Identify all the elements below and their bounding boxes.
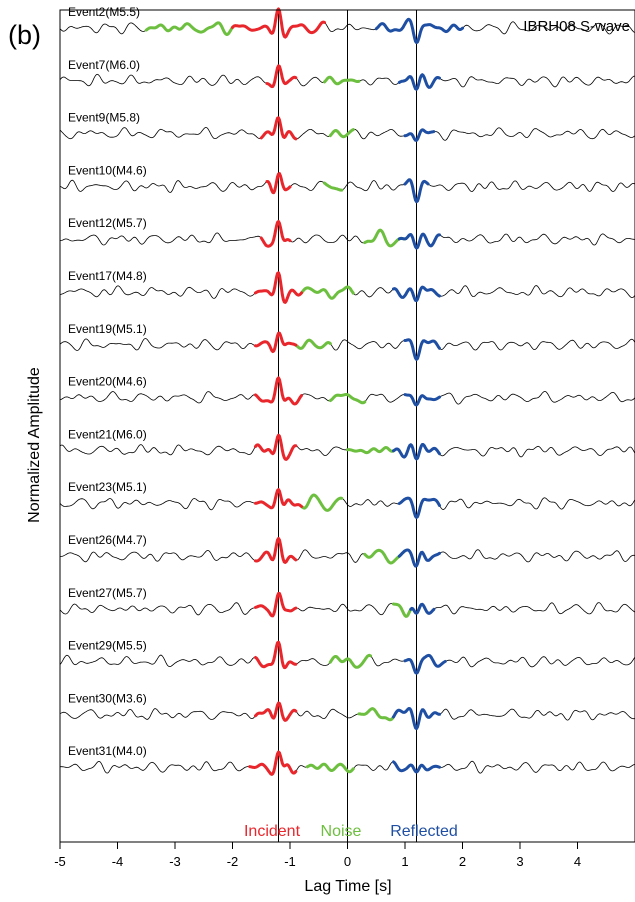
incident-segment [254, 536, 298, 564]
legend-incident: Incident [244, 823, 301, 840]
reflected-segment [397, 73, 441, 91]
x-axis-label: Lag Time [s] [304, 878, 391, 895]
chart-title: IBRH08 S-wave [523, 18, 630, 35]
event-label: Event31(M4.0) [68, 744, 147, 758]
event-label: Event2(M5.5) [68, 5, 140, 19]
event-label: Event30(M3.6) [68, 691, 147, 705]
incident-segment [254, 376, 303, 406]
noise-segment [328, 653, 372, 669]
incident-segment [254, 701, 298, 722]
event-label: Event27(M5.7) [68, 586, 147, 600]
noise-segment [323, 181, 344, 192]
event-label: Event9(M5.8) [68, 111, 140, 125]
incident-segment [254, 591, 298, 618]
reflected-segment [403, 338, 441, 361]
trace-line [59, 702, 635, 730]
trace-line [59, 489, 635, 519]
incident-segment [254, 433, 298, 461]
event-label: Event7(M6.0) [68, 58, 140, 72]
noise-segment [300, 493, 344, 512]
incident-segment [259, 220, 292, 248]
x-tick-label: 0 [344, 854, 351, 869]
x-tick-label: -1 [284, 854, 296, 869]
y-axis-label: Normalized Amplitude [26, 367, 43, 523]
event-label: Event23(M5.1) [68, 480, 147, 494]
legend: Incident Noise Reflected [244, 823, 458, 840]
reflected-segment [409, 602, 436, 615]
reflected-segment [403, 178, 430, 204]
event-label: Event20(M4.6) [68, 375, 147, 389]
reflected-segment [397, 548, 441, 568]
trace-line [59, 173, 635, 203]
reflected-segment [403, 653, 447, 675]
trace-line [59, 220, 635, 249]
trace-line [59, 592, 635, 617]
noise-segment [294, 338, 332, 350]
incident-segment [254, 640, 298, 670]
noise-segment [323, 75, 361, 86]
trace-line [59, 537, 635, 567]
noise-segment [305, 762, 355, 774]
reflected-segment [403, 128, 436, 142]
x-tick-label: -3 [169, 854, 181, 869]
reflected-segment [392, 707, 441, 731]
incident-segment [254, 271, 303, 304]
event-label: Event17(M4.8) [68, 269, 147, 283]
event-label: Event26(M4.7) [68, 533, 147, 547]
x-tick-label: 2 [459, 854, 466, 869]
legend-noise: Noise [321, 823, 362, 840]
x-axis-ticks: -5 -4 -3 -2 -1 0 1 2 3 4 [54, 842, 581, 869]
x-tick-label: -5 [54, 854, 66, 869]
reflected-segment [374, 17, 464, 45]
legend-reflected: Reflected [390, 823, 458, 840]
x-tick-label: -4 [112, 854, 124, 869]
event-labels: Event2(M5.5) Event7(M6.0) Event9(M5.8) Even… [68, 5, 147, 758]
x-tick-label: 3 [516, 854, 523, 869]
noise-segment [346, 446, 395, 455]
incident-segment [254, 331, 298, 354]
noise-segment [328, 393, 367, 405]
event-label: Event10(M4.6) [68, 163, 147, 177]
incident-segment [259, 116, 298, 141]
event-label: Event29(M5.5) [68, 639, 147, 653]
x-tick-label: 1 [401, 854, 408, 869]
noise-segment [144, 21, 234, 36]
x-tick-label: -2 [227, 854, 239, 869]
x-tick-label: 4 [574, 854, 581, 869]
panel-label: (b) [8, 20, 41, 50]
reflected-segment [403, 393, 441, 407]
reflected-segment [397, 232, 441, 250]
noise-segment [328, 128, 355, 139]
noise-segment [392, 602, 413, 618]
reflected-segment [392, 285, 441, 303]
event-label: Event21(M6.0) [68, 427, 147, 441]
noise-segment [300, 285, 355, 300]
reflected-segment [392, 443, 441, 461]
incident-segment [248, 750, 298, 776]
event-label: Event19(M5.1) [68, 322, 147, 336]
reflected-segment [397, 496, 441, 519]
reflected-segment [392, 760, 441, 774]
waveform-traces [59, 7, 635, 776]
noise-segment [357, 707, 395, 722]
incident-segment [231, 7, 326, 39]
incident-segment [265, 64, 298, 89]
incident-segment [265, 172, 292, 195]
incident-segment [254, 488, 303, 510]
event-label: Event12(M5.7) [68, 216, 147, 230]
trace-line [59, 332, 635, 360]
